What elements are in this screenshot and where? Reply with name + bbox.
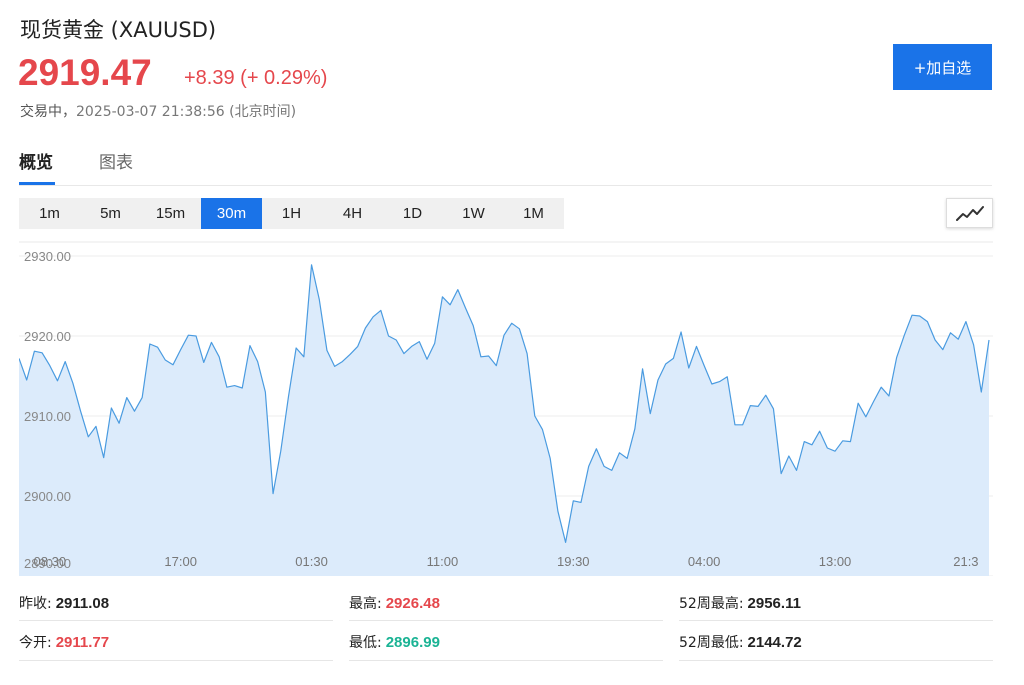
low-value: 2896.99 <box>385 634 440 651</box>
y-tick-label: 2900.00 <box>24 489 71 504</box>
price-line <box>19 264 990 543</box>
high52-value: 2956.11 <box>747 595 801 612</box>
high52-label: 52周最高: <box>679 596 744 612</box>
interval-1month[interactable]: 1M <box>523 205 544 222</box>
open-stat: 今开: 2911.77 <box>19 632 109 652</box>
interval-30m[interactable]: 30m <box>201 198 262 229</box>
open-value: 2911.77 <box>55 634 110 651</box>
low52-label: 52周最低: <box>679 635 744 651</box>
price-area <box>19 264 989 576</box>
y-tick-label: 2930.00 <box>24 249 71 264</box>
tab-divider <box>19 185 992 186</box>
trading-status: 交易中，2025-03-07 21:38:56 (北京时间) <box>20 101 296 121</box>
x-tick-label: 04:00 <box>688 554 721 569</box>
price-chart-svg: 2930.00 2920.00 2910.00 2900.00 2890.0008:30… <box>19 241 993 576</box>
low-label: 最低: <box>349 635 382 651</box>
interval-1m[interactable]: 1m <box>39 205 60 222</box>
low-stat: 最低: 2896.99 <box>349 632 440 652</box>
low52-stat: 52周最低: 2144.72 <box>679 632 802 652</box>
high-label: 最高: <box>349 596 382 612</box>
prev-close-value: 2911.08 <box>55 595 110 612</box>
y-tick-label: 2910.00 <box>24 409 71 424</box>
x-tick-label: 17:00 <box>164 554 197 569</box>
stats-divider <box>19 620 333 621</box>
stats-divider <box>679 620 993 621</box>
interval-1w[interactable]: 1W <box>462 205 485 222</box>
status-label: 交易中， <box>20 104 76 120</box>
add-to-watchlist-button[interactable]: +加自选 <box>893 44 992 90</box>
stats-divider <box>349 620 663 621</box>
line-chart-icon <box>956 206 984 221</box>
x-tick-label: 21:3 <box>953 554 978 569</box>
stats-divider <box>19 660 333 661</box>
interval-5m[interactable]: 5m <box>100 205 121 222</box>
y-tick-label: 2920.00 <box>24 329 71 344</box>
low52-value: 2144.72 <box>747 634 802 651</box>
x-tick-label: 01:30 <box>295 554 328 569</box>
prev-close-label: 昨收: <box>19 596 52 612</box>
open-label: 今开: <box>19 635 52 651</box>
x-tick-label: 08:30 <box>34 554 67 569</box>
interval-1h[interactable]: 1H <box>281 205 302 222</box>
active-tab-indicator <box>19 182 55 185</box>
x-tick-label: 11:00 <box>427 554 459 569</box>
interval-1d[interactable]: 1D <box>402 205 423 222</box>
interval-4h[interactable]: 4H <box>342 205 363 222</box>
x-tick-label: 19:30 <box>557 554 590 569</box>
page-title: 现货黄金 (XAUUSD) <box>20 18 217 42</box>
price-chart: 2930.00 2920.00 2910.00 2900.00 2890.00 08:30… <box>19 241 993 576</box>
high-stat: 最高: 2926.48 <box>349 593 440 613</box>
price-change: +8.39 (+ 0.29%) <box>184 67 328 89</box>
interval-selector: 1m 5m 15m 30m 1H 4H 1D 1W 1M <box>19 198 564 229</box>
high-value: 2926.48 <box>385 595 440 612</box>
timestamp: 2025-03-07 21:38:56 (北京时间) <box>76 104 297 120</box>
interval-15m[interactable]: 15m <box>155 205 186 222</box>
x-tick-label: 13:00 <box>819 554 852 569</box>
stats-divider <box>349 660 663 661</box>
stats-divider <box>679 660 993 661</box>
y-tick-label: 2890.00 <box>24 556 71 571</box>
tab-chart[interactable]: 图表 <box>99 153 133 173</box>
tab-overview[interactable]: 概览 <box>19 153 53 173</box>
prev-close-stat: 昨收: 2911.08 <box>19 593 109 613</box>
high52-stat: 52周最高: 2956.11 <box>679 593 801 613</box>
chart-type-button[interactable] <box>946 198 993 228</box>
current-price: 2919.47 <box>18 52 152 93</box>
